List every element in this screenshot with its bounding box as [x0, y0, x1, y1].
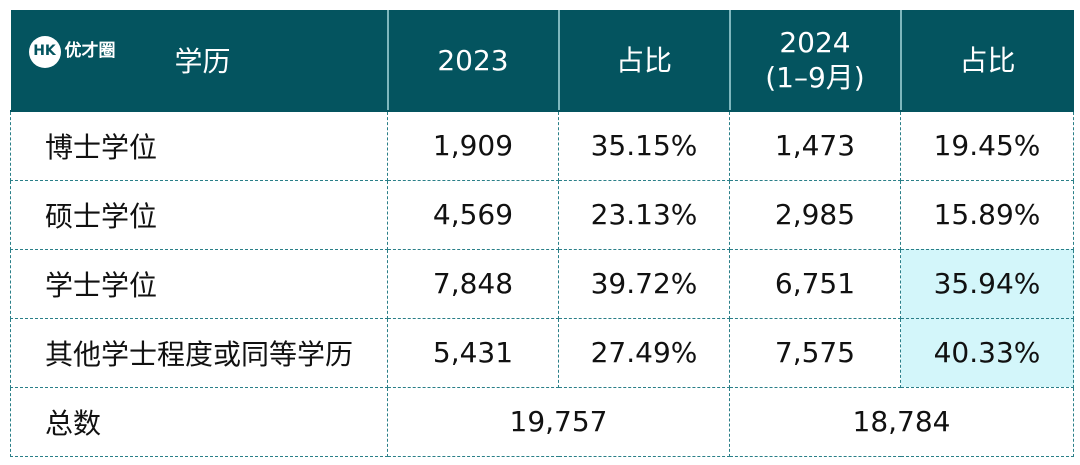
logo-text: 优才圈: [64, 41, 116, 62]
hk-logo-icon: HK: [28, 36, 61, 68]
cell-2023-count: 5,431: [387, 317, 559, 388]
education-stats-table: HK 优才圈 学历 2023 占比 2024 (1–9月) 占比 博士学位 1,…: [10, 10, 1074, 457]
header-2023: 2023: [387, 10, 560, 112]
cell-2023-share: 39.72%: [558, 248, 730, 319]
cell-2023-count: 7,848: [387, 248, 559, 319]
cell-2023-count: 1,909: [387, 110, 559, 181]
total-2023: 19,757: [387, 386, 730, 457]
total-label: 总数: [10, 386, 388, 457]
row-label: 硕士学位: [10, 179, 388, 250]
row-label: 学士学位: [10, 248, 388, 319]
header-share-2023: 占比: [558, 10, 731, 112]
brand-logo: HK 优才圈: [28, 36, 116, 68]
cell-2024-share: 35.94%: [900, 248, 1074, 319]
header-share-2024: 占比: [900, 10, 1074, 112]
cell-2024-count: 6,751: [729, 248, 901, 319]
cell-2024-count: 2,985: [729, 179, 901, 250]
cell-2023-share: 27.49%: [558, 317, 730, 388]
header-row: HK 优才圈 学历 2023 占比 2024 (1–9月) 占比: [10, 10, 1074, 112]
table-row: 硕士学位 4,569 23.13% 2,985 15.89%: [10, 179, 1074, 250]
total-2024: 18,784: [729, 386, 1074, 457]
header-education-label: 学历: [174, 45, 231, 78]
cell-2024-share: 40.33%: [900, 317, 1074, 388]
cell-2023-share: 35.15%: [558, 110, 730, 181]
cell-2024-count: 7,575: [729, 317, 901, 388]
header-2024-year: 2024: [779, 26, 851, 59]
table-row: 学士学位 7,848 39.72% 6,751 35.94%: [10, 248, 1074, 319]
header-2024-period: (1–9月): [765, 61, 865, 94]
row-label: 其他学士程度或同等学历: [10, 317, 388, 388]
table-row: 博士学位 1,909 35.15% 1,473 19.45%: [10, 110, 1074, 181]
table-wrapper: HK 优才圈 学历 2023 占比 2024 (1–9月) 占比 博士学位 1,…: [10, 10, 1074, 457]
cell-2023-count: 4,569: [387, 179, 559, 250]
total-row: 总数 19,757 18,784: [10, 386, 1074, 457]
cell-2024-share: 19.45%: [900, 110, 1074, 181]
header-education: HK 优才圈 学历: [10, 10, 389, 112]
row-label: 博士学位: [10, 110, 388, 181]
cell-2024-share: 15.89%: [900, 179, 1074, 250]
cell-2023-share: 23.13%: [558, 179, 730, 250]
cell-2024-count: 1,473: [729, 110, 901, 181]
header-2024: 2024 (1–9月): [729, 10, 902, 112]
table-row: 其他学士程度或同等学历 5,431 27.49% 7,575 40.33%: [10, 317, 1074, 388]
